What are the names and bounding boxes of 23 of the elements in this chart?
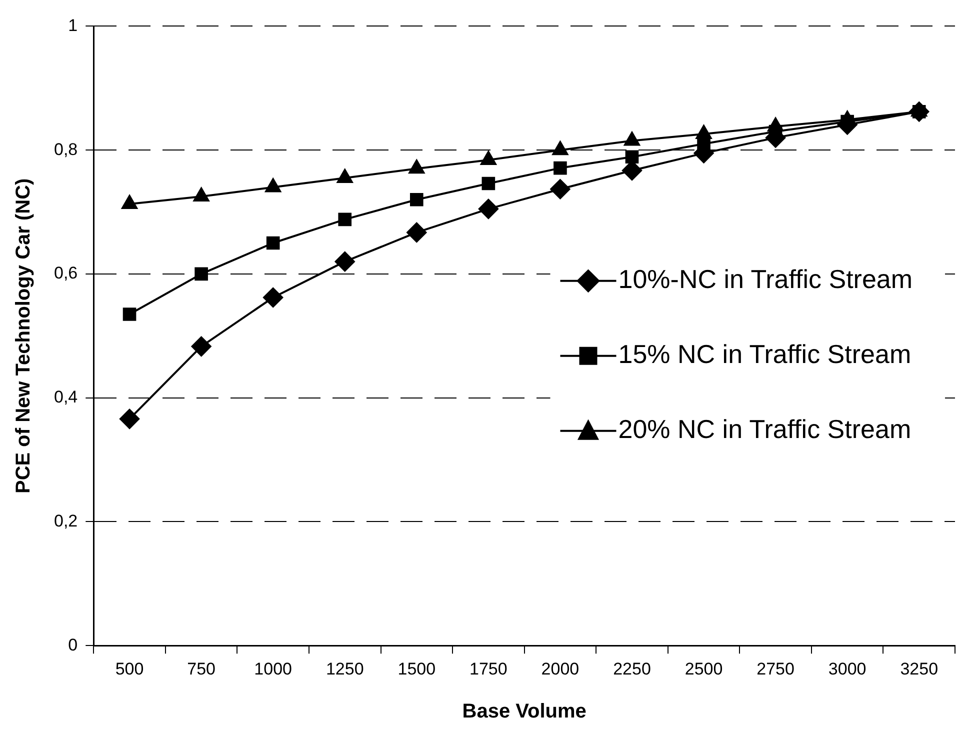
x-tick-label: 2000 <box>541 659 580 678</box>
x-tick-label: 500 <box>115 659 144 678</box>
x-tick-label: 2250 <box>613 659 651 678</box>
x-tick-label: 2500 <box>684 659 723 678</box>
x-axis-title: Base Volume <box>462 700 586 723</box>
x-tick-label: 3250 <box>900 659 938 678</box>
x-tick-label: 1500 <box>398 659 436 678</box>
x-tick-label: 2750 <box>756 659 794 678</box>
y-tick-label: 1 <box>68 16 78 35</box>
y-tick-label: 0,4 <box>54 388 78 407</box>
legend-label: 20% NC in Traffic Stream <box>618 414 912 444</box>
y-axis-title: PCE of New Technology Car (NC) <box>12 178 35 494</box>
legend-label: 15% NC in Traffic Stream <box>618 339 912 370</box>
y-tick-label: 0,8 <box>54 140 78 159</box>
y-tick-label: 0 <box>68 635 78 654</box>
y-tick-label: 0,6 <box>54 264 78 283</box>
x-tick-label: 3000 <box>828 659 866 678</box>
x-tick-label: 750 <box>187 659 216 678</box>
y-tick-label: 0,2 <box>54 511 78 530</box>
legend-label: 10%-NC in Traffic Stream <box>618 264 913 294</box>
x-tick-label: 1000 <box>254 659 292 678</box>
x-tick-label: 1750 <box>470 659 508 678</box>
x-tick-label: 1250 <box>326 659 364 678</box>
